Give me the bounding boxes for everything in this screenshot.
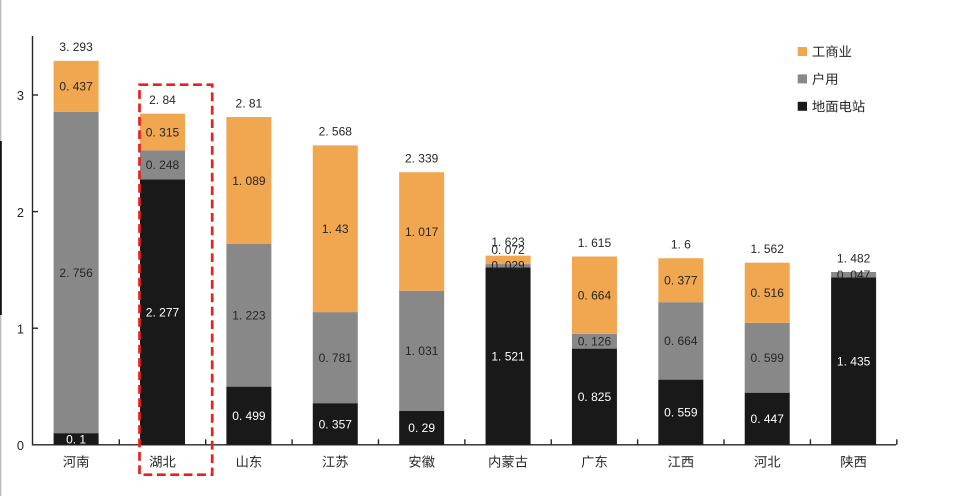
svg-text:2. 339: 2. 339 — [405, 151, 439, 165]
svg-text:0. 437: 0. 437 — [59, 80, 93, 94]
svg-text:0. 599: 0. 599 — [751, 351, 785, 365]
svg-text:0. 126: 0. 126 — [578, 335, 612, 349]
svg-text:1. 482: 1. 482 — [837, 251, 871, 265]
svg-text:1. 521: 1. 521 — [491, 349, 525, 363]
svg-text:2. 84: 2. 84 — [149, 93, 176, 107]
svg-text:2. 568: 2. 568 — [319, 125, 353, 139]
svg-text:0. 047: 0. 047 — [837, 268, 871, 282]
svg-text:2. 81: 2. 81 — [236, 96, 263, 110]
svg-text:1. 615: 1. 615 — [578, 236, 612, 250]
svg-text:0. 072: 0. 072 — [491, 243, 525, 257]
svg-text:1. 089: 1. 089 — [232, 174, 266, 188]
svg-text:1. 43: 1. 43 — [322, 222, 349, 236]
svg-text:0. 315: 0. 315 — [146, 125, 180, 139]
svg-text:0. 664: 0. 664 — [664, 334, 698, 348]
svg-text:0. 029: 0. 029 — [491, 258, 525, 272]
svg-text:0: 0 — [17, 438, 24, 453]
svg-text:0. 377: 0. 377 — [664, 274, 698, 288]
svg-text:0. 499: 0. 499 — [232, 409, 266, 423]
svg-text:1: 1 — [17, 321, 24, 336]
svg-text:0. 664: 0. 664 — [578, 289, 612, 303]
svg-text:1. 031: 1. 031 — [405, 344, 439, 358]
svg-text:2. 277: 2. 277 — [146, 305, 180, 319]
svg-text:3: 3 — [17, 88, 24, 103]
svg-text:2: 2 — [17, 205, 24, 220]
svg-text:1. 017: 1. 017 — [405, 225, 439, 239]
svg-text:3. 293: 3. 293 — [59, 40, 93, 54]
svg-text:0. 516: 0. 516 — [751, 286, 785, 300]
svg-text:0. 29: 0. 29 — [408, 421, 435, 435]
svg-text:1. 223: 1. 223 — [232, 309, 266, 323]
svg-text:0. 781: 0. 781 — [319, 351, 353, 365]
svg-text:1. 623: 1. 623 — [491, 235, 525, 249]
svg-text:0. 248: 0. 248 — [146, 158, 180, 172]
svg-text:0. 825: 0. 825 — [578, 390, 612, 404]
svg-text:0. 1: 0. 1 — [66, 432, 86, 446]
svg-text:0. 447: 0. 447 — [751, 412, 785, 426]
svg-text:1. 562: 1. 562 — [751, 242, 785, 256]
svg-text:1. 6: 1. 6 — [671, 238, 691, 252]
svg-text:2. 756: 2. 756 — [59, 266, 93, 280]
svg-text:1. 435: 1. 435 — [837, 354, 871, 368]
svg-text:0. 357: 0. 357 — [319, 417, 353, 431]
svg-text:0. 559: 0. 559 — [664, 406, 698, 420]
